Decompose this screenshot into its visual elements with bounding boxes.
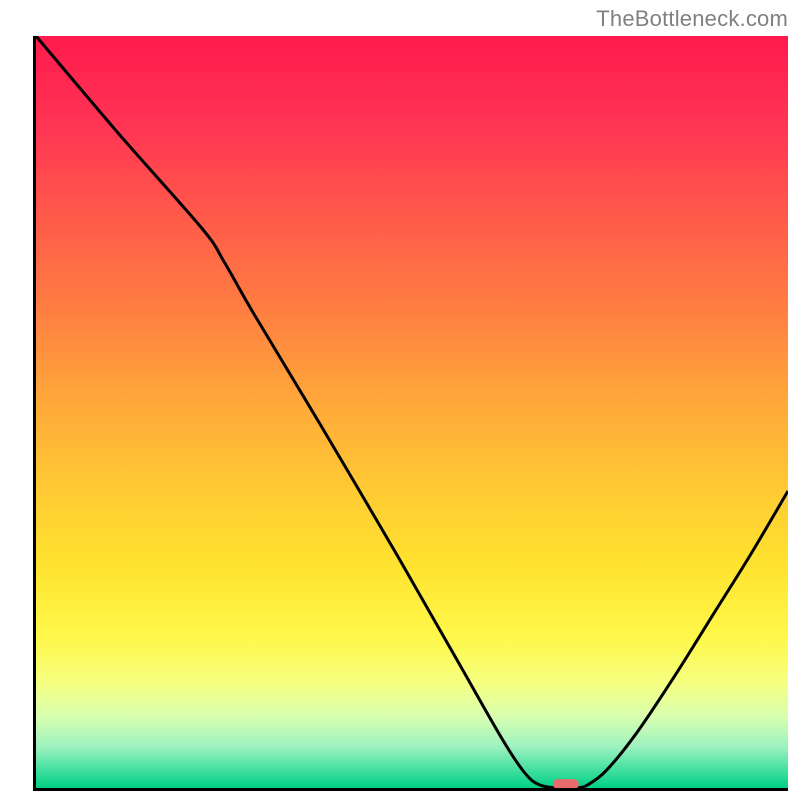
plot-area xyxy=(36,36,788,788)
watermark-text: TheBottleneck.com xyxy=(596,6,788,32)
y-axis-line xyxy=(33,36,36,791)
x-axis-line xyxy=(33,788,788,791)
bottleneck-curve xyxy=(36,36,788,788)
bottleneck-chart: TheBottleneck.com xyxy=(0,0,800,800)
optimal-marker xyxy=(553,779,579,788)
